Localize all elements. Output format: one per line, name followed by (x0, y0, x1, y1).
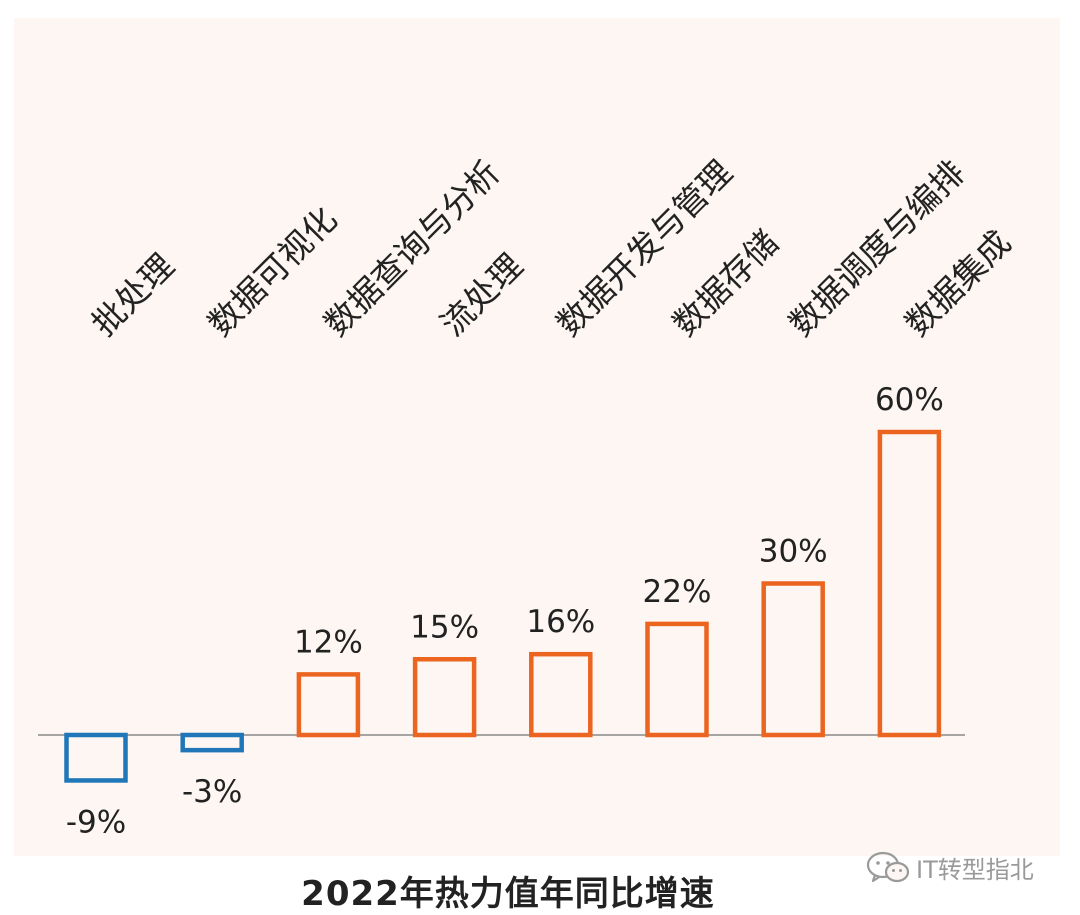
value-label-5: 16% (526, 604, 595, 640)
bar-1 (64, 732, 128, 783)
bar-8 (877, 429, 942, 738)
value-label-6: 22% (643, 574, 712, 610)
chart-panel (14, 18, 1060, 856)
chart-title: 2022年热力值年同比增速 (301, 874, 715, 914)
watermark: IT转型指北 (866, 850, 1034, 885)
value-label-4: 15% (410, 609, 479, 645)
watermark-text: IT转型指北 (916, 856, 1034, 884)
category-label-6: 数据存储 (665, 223, 786, 344)
bar-6 (645, 621, 709, 738)
category-label-8: 数据集成 (897, 223, 1018, 344)
bar-7 (761, 581, 825, 738)
bar-3 (296, 672, 361, 738)
category-label-1: 批处理 (84, 246, 182, 344)
value-label-3: 12% (294, 624, 363, 660)
bar-chart: -9%批处理-3%数据可视化12%数据查询与分析15%流处理16%数据开发与管理… (38, 153, 1018, 840)
bar-5 (529, 651, 593, 738)
value-label-8: 60% (875, 382, 944, 418)
value-label-1: -9% (66, 804, 126, 840)
wechat-icon (866, 851, 910, 882)
category-label-4: 流处理 (433, 246, 531, 344)
bar-2 (180, 732, 244, 753)
bar-4 (412, 657, 477, 738)
value-label-7: 30% (759, 534, 828, 570)
value-label-2: -3% (182, 774, 242, 810)
